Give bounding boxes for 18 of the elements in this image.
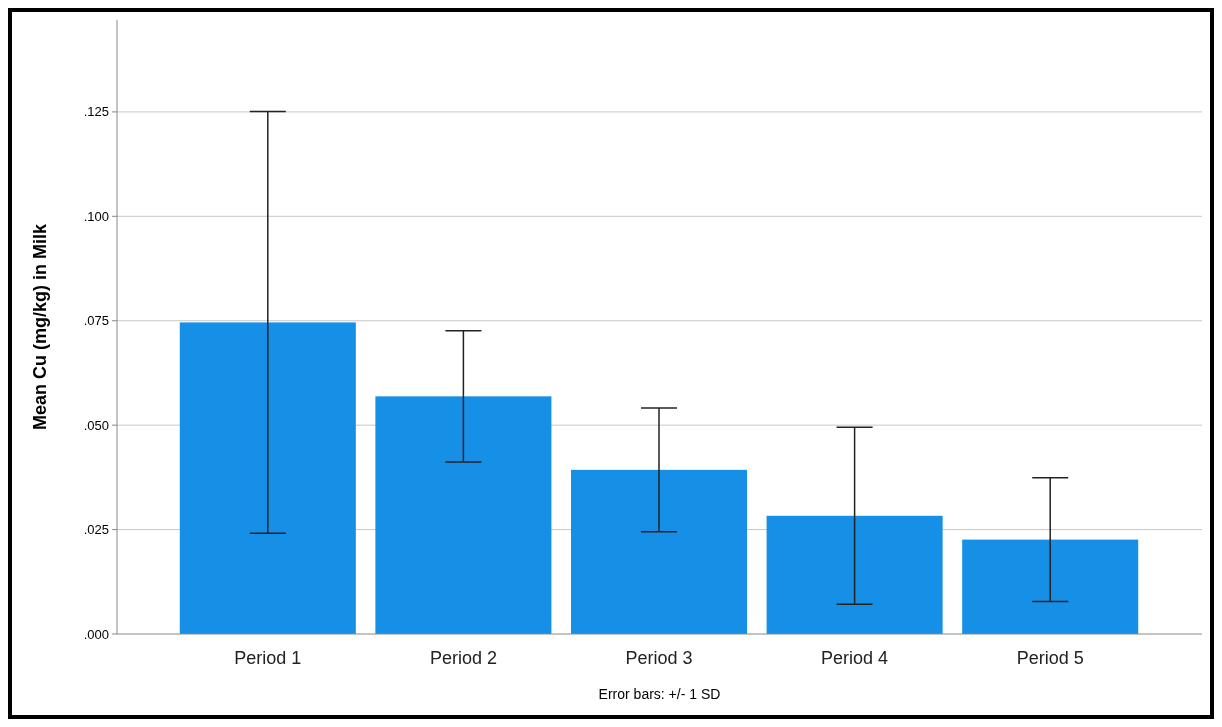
bar: [962, 539, 1139, 634]
bar: [179, 322, 356, 634]
bar: [570, 469, 748, 634]
text: Error bars: +/- 1 SD: [598, 686, 721, 702]
y-tick-label: .125: [83, 104, 109, 120]
x-tick-label: Period 5: [1016, 648, 1084, 668]
y-tick-label: .075: [83, 313, 109, 329]
x-tick-label: Period 2: [429, 648, 497, 668]
bar: [375, 396, 552, 634]
x-tick-label: Period 4: [821, 648, 889, 668]
y-tick-label: .025: [83, 522, 109, 538]
y-tick-label: .100: [83, 208, 109, 224]
y-tick-label: .000: [83, 626, 109, 642]
x-tick-label: Period 1: [234, 648, 302, 668]
bar: [766, 515, 943, 634]
y-axis-title: Mean Cu (mg/kg) in Milk: [30, 223, 50, 431]
x-tick-label: Period 3: [625, 648, 693, 668]
y-tick-label: .050: [83, 417, 109, 433]
